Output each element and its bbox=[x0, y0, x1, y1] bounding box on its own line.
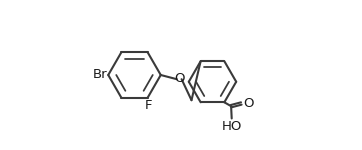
Text: Br: Br bbox=[93, 69, 108, 81]
Text: HO: HO bbox=[222, 120, 242, 133]
Text: F: F bbox=[145, 99, 152, 112]
Text: O: O bbox=[174, 72, 185, 85]
Text: O: O bbox=[243, 97, 254, 110]
